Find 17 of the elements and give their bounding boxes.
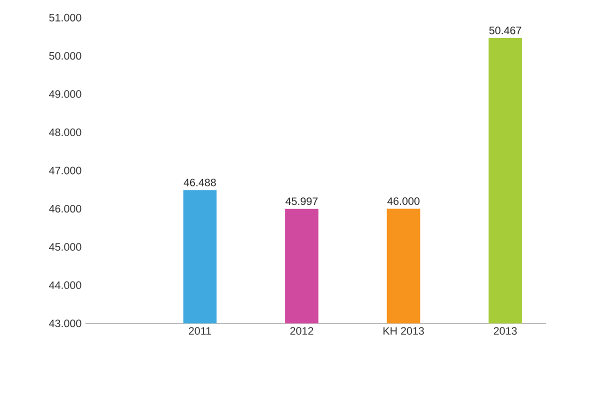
- x-tick-label: 2013: [494, 327, 517, 335]
- data-label: 46.000: [387, 197, 420, 205]
- y-tick-label: 49.000: [49, 90, 82, 98]
- data-label: 50.467: [489, 26, 522, 34]
- x-tick-label: 2011: [188, 327, 211, 335]
- data-label: 46.488: [184, 178, 216, 186]
- x-tick-label: 2012: [290, 327, 314, 335]
- data-label: 45.997: [286, 197, 318, 206]
- y-tick-label: 45.000: [49, 243, 82, 251]
- y-tick-label: 48.000: [49, 128, 82, 136]
- y-tick-label: 47.000: [49, 166, 82, 174]
- y-tick-label: 46.000: [49, 204, 82, 213]
- y-tick-label: 51.000: [49, 14, 82, 22]
- y-tick-label: 50.000: [49, 52, 82, 60]
- y-tick-label: 44.000: [49, 281, 82, 289]
- x-tick-label: KH 2013: [384, 327, 424, 335]
- y-tick-label: 43.000: [49, 320, 82, 328]
